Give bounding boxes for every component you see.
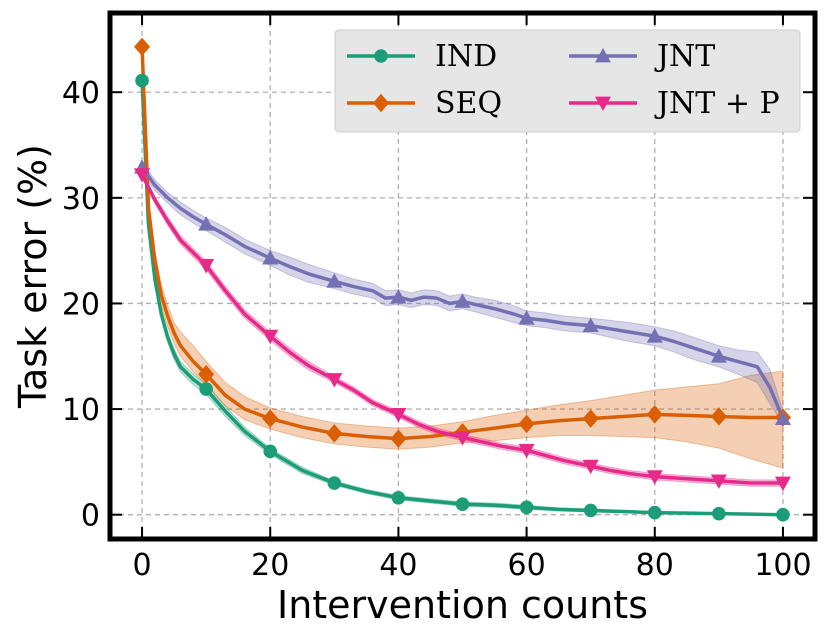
x-tick-label: 40 (379, 548, 417, 583)
point-seq (710, 407, 727, 426)
point-jnt (326, 273, 343, 288)
point-ind (263, 444, 278, 459)
point-jnt (390, 289, 407, 304)
point-jnt-p (454, 431, 471, 446)
x-tick-label: 0 (132, 548, 151, 583)
point-jnt-p (262, 329, 279, 345)
point-seq (198, 365, 215, 384)
x-tick-label: 60 (507, 548, 545, 583)
point-ind (583, 503, 598, 518)
point-jnt-p (710, 474, 727, 489)
point-seq (262, 409, 279, 428)
y-tick-label: 20 (62, 287, 100, 322)
point-seq (390, 429, 407, 448)
line-seq (140, 46, 783, 441)
plot-frame (107, 10, 818, 542)
legend-label-ind: IND (435, 39, 497, 74)
point-jnt (454, 293, 471, 308)
point-jnt (774, 410, 791, 425)
point-seq (582, 409, 599, 428)
y-tick-label: 10 (62, 393, 100, 428)
point-jnt-p (390, 407, 407, 423)
legend-marker-ind (374, 49, 388, 63)
point-jnt-p (326, 373, 343, 388)
line-jnt (140, 166, 785, 420)
point-ind (135, 73, 149, 88)
y-tick-label: 40 (62, 76, 100, 111)
point-ind (519, 500, 534, 515)
x-axis-label: Intervention counts (277, 583, 648, 627)
point-jnt-p (134, 168, 151, 183)
x-tick-label: 80 (636, 548, 674, 583)
point-jnt (582, 317, 599, 333)
point-ind (712, 506, 726, 521)
y-tick-label: 30 (62, 182, 100, 217)
point-jnt (710, 348, 727, 363)
legend-label-jnt-p: JNT + P (654, 86, 780, 121)
legend-label-jnt: JNT (654, 39, 715, 74)
point-ind (776, 507, 790, 522)
legend-marker-seq (373, 93, 389, 113)
point-seq (326, 424, 343, 443)
point-ind (391, 491, 406, 505)
point-jnt (646, 328, 663, 343)
y-axis-label: Task error (%) (11, 144, 55, 409)
line-ind (140, 80, 783, 517)
point-ind (647, 505, 662, 520)
point-jnt (262, 250, 279, 265)
point-jnt-p (518, 443, 535, 459)
y-tick-label: 0 (81, 499, 100, 534)
legend: IND SEQ JNT JNT + P (334, 29, 801, 133)
point-seq (134, 37, 151, 56)
legend-marker-jnt (595, 48, 611, 63)
point-jnt-p (774, 476, 791, 492)
point-jnt-p (646, 470, 663, 485)
point-ind (455, 497, 470, 511)
point-seq (646, 405, 663, 424)
point-jnt (518, 310, 535, 325)
x-tick-label: 100 (754, 548, 811, 583)
point-ind (327, 476, 342, 490)
legend-marker-jnt-p (595, 96, 611, 111)
point-seq (518, 414, 535, 434)
point-ind (199, 382, 213, 396)
series-markers (134, 37, 791, 522)
legend-box (334, 29, 801, 133)
point-jnt-p (582, 459, 599, 475)
point-jnt (198, 216, 215, 231)
point-jnt-p (198, 259, 215, 274)
x-tick-label: 20 (251, 548, 289, 583)
axis-ticks: 0 20 40 60 80 100 0 10 20 30 40 (62, 13, 815, 583)
legend-label-seq: SEQ (435, 86, 502, 121)
